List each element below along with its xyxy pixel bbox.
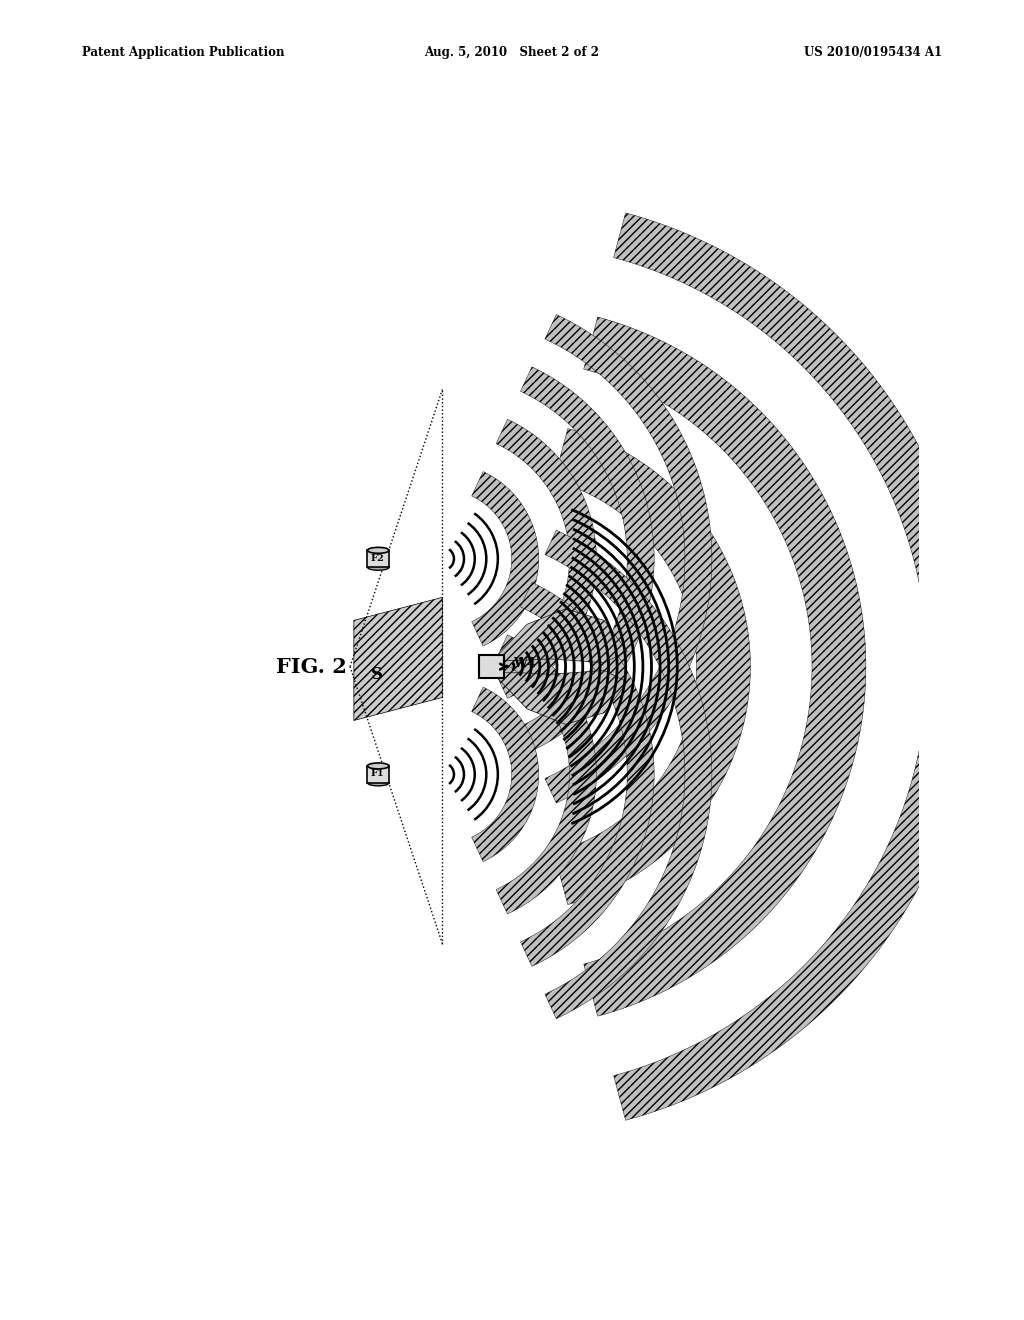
Polygon shape [545,314,712,803]
Polygon shape [520,582,654,966]
Polygon shape [613,213,974,1121]
Bar [368,550,389,568]
Bar [479,655,504,678]
Text: W4: W4 [513,657,536,671]
Text: US 2010/0195434 A1: US 2010/0195434 A1 [804,46,942,59]
Polygon shape [472,471,539,645]
Bar [368,766,389,783]
Text: F1: F1 [371,770,384,777]
Polygon shape [493,609,628,663]
Polygon shape [520,367,654,751]
Polygon shape [472,688,539,862]
Polygon shape [584,317,866,1016]
Polygon shape [354,598,442,721]
Ellipse shape [368,763,389,768]
Text: Patent Application Publication: Patent Application Publication [82,46,285,59]
Text: Aug. 5, 2010   Sheet 2 of 2: Aug. 5, 2010 Sheet 2 of 2 [425,46,599,59]
Text: S: S [371,665,383,682]
Ellipse shape [368,565,389,570]
Text: F2: F2 [371,553,384,562]
Ellipse shape [368,548,389,553]
Text: FIG. 2: FIG. 2 [276,656,347,677]
Polygon shape [545,531,712,1019]
Polygon shape [496,420,596,698]
Polygon shape [496,635,596,913]
Polygon shape [493,671,628,725]
Ellipse shape [368,780,389,785]
Polygon shape [554,429,751,904]
